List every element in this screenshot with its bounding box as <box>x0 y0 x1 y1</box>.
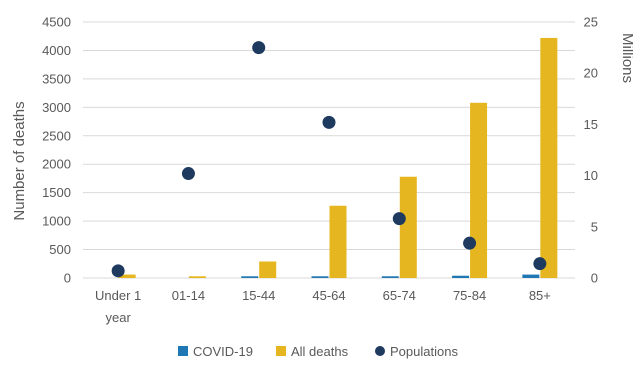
point-populations <box>181 167 195 181</box>
x-tick-label: 65-74 <box>383 288 416 303</box>
bar-covid-19 <box>522 274 540 278</box>
x-tick-label: 01-14 <box>172 288 205 303</box>
legend-item: Populations <box>375 344 458 359</box>
y-tick-label: 1000 <box>42 214 71 229</box>
y2-tick-label: 5 <box>591 219 598 234</box>
y-tick-label: 500 <box>49 242 71 257</box>
point-populations <box>533 257 547 271</box>
legend-item: All deaths <box>276 344 349 359</box>
y2-tick-label: 15 <box>584 117 598 132</box>
y2-tick-label: 10 <box>584 168 598 183</box>
legend-marker <box>375 346 385 356</box>
x-tick-label: 75-84 <box>453 288 486 303</box>
y-tick-label: 1500 <box>42 185 71 200</box>
x-tick-label: 15-44 <box>242 288 275 303</box>
legend-label: COVID-19 <box>193 344 253 359</box>
y-tick-label: 4000 <box>42 43 71 58</box>
y-tick-label: 3000 <box>42 100 71 115</box>
y-tick-label: 3500 <box>42 71 71 86</box>
y-tick-label: 2500 <box>42 128 71 143</box>
bar-all-deaths <box>259 261 277 278</box>
bar-covid-19 <box>381 276 399 278</box>
bar-covid-19 <box>241 276 259 278</box>
legend-item: COVID-19 <box>178 344 253 359</box>
bar-series <box>118 37 558 278</box>
y2-tick-label: 20 <box>584 66 598 81</box>
legend-swatch <box>178 346 188 356</box>
y2-tick-label: 25 <box>584 15 598 30</box>
legend-label: All deaths <box>291 344 349 359</box>
gridlines <box>83 21 575 279</box>
bar-all-deaths <box>470 102 488 278</box>
point-populations <box>322 115 336 129</box>
left-axis-ticks: 0 500 1000 1500 2000 2500 3000 3500 4000 4500 <box>42 15 71 286</box>
x-tick-label: 85+ <box>529 288 551 303</box>
x-axis-ticks: Under 1 year 01-14 15-44 45-64 65-74 75-84 85+ <box>95 288 551 325</box>
right-axis-ticks: 0 5 10 15 20 25 <box>584 15 598 286</box>
legend: COVID-19 All deaths Populations <box>178 344 458 359</box>
y-tick-label: 4500 <box>42 15 71 30</box>
y2-axis-title: Millions <box>619 33 633 83</box>
legend-swatch <box>276 346 286 356</box>
bar-all-deaths <box>329 205 347 278</box>
bar-all-deaths <box>188 276 206 278</box>
x-tick-label: 45-64 <box>312 288 345 303</box>
y-axis-title: Number of deaths <box>11 101 28 220</box>
legend-label: Populations <box>390 344 458 359</box>
bar-covid-19 <box>452 275 470 278</box>
bar-all-deaths <box>399 176 417 278</box>
scatter-series <box>111 41 547 278</box>
y2-tick-label: 0 <box>591 271 598 286</box>
point-populations <box>252 41 266 55</box>
point-populations <box>463 236 477 250</box>
bar-all-deaths <box>540 37 558 278</box>
bar-covid-19 <box>311 276 329 278</box>
x-tick-label: Under 1 year <box>95 288 141 325</box>
point-populations <box>111 264 125 278</box>
point-populations <box>392 212 406 226</box>
y-tick-label: 0 <box>64 271 71 286</box>
bar-all-deaths <box>118 274 136 278</box>
y-tick-label: 2000 <box>42 157 71 172</box>
